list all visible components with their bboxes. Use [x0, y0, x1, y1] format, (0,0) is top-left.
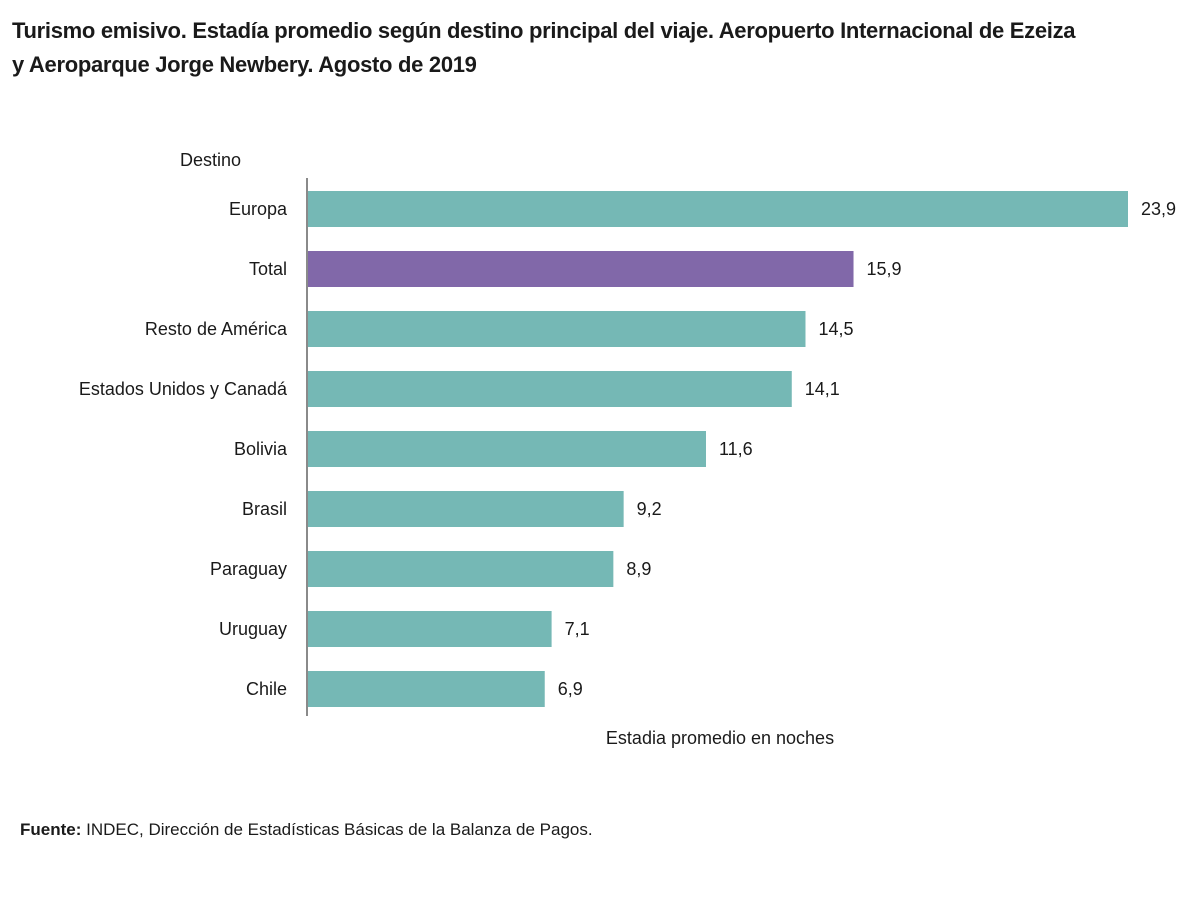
category-label-bolivia: Bolivia — [234, 439, 288, 459]
bar-brasil — [308, 491, 624, 527]
y-axis-title: Destino — [180, 150, 241, 170]
chart-title-line-2: y Aeroparque Jorge Newbery. Agosto de 20… — [12, 52, 477, 77]
value-label-resto-de-america: 14,5 — [818, 319, 853, 339]
source-note: Fuente: INDEC, Dirección de Estadísticas… — [20, 820, 593, 840]
value-label-paraguay: 8,9 — [626, 559, 651, 579]
bar-chile — [308, 671, 545, 707]
category-label-paraguay: Paraguay — [210, 559, 287, 579]
category-label-brasil: Brasil — [242, 499, 287, 519]
category-label-total: Total — [249, 259, 287, 279]
chart-title: Turismo emisivo. Estadía promedio según … — [12, 14, 1192, 82]
value-label-brasil: 9,2 — [637, 499, 662, 519]
category-label-uruguay: Uruguay — [219, 619, 287, 639]
bar-europa — [308, 191, 1128, 227]
category-label-chile: Chile — [246, 679, 287, 699]
value-label-chile: 6,9 — [558, 679, 583, 699]
bar-resto-de-america — [308, 311, 806, 347]
chart-title-line-1: Turismo emisivo. Estadía promedio según … — [12, 18, 1076, 43]
value-label-estados-unidos-y-canada: 14,1 — [805, 379, 840, 399]
bar-paraguay — [308, 551, 614, 587]
category-label-europa: Europa — [229, 199, 288, 219]
value-label-total: 15,9 — [867, 259, 902, 279]
bar-uruguay — [308, 611, 552, 647]
category-label-estados-unidos-y-canada: Estados Unidos y Canadá — [79, 379, 288, 399]
value-label-europa: 23,9 — [1141, 199, 1176, 219]
x-axis-title: Estadia promedio en noches — [606, 728, 834, 748]
category-label-resto-de-america: Resto de América — [145, 319, 288, 339]
bar-chart: Destino Europa 23,9 Total 15,9 Resto de Amér… — [79, 150, 1176, 748]
value-label-uruguay: 7,1 — [565, 619, 590, 639]
bar-bolivia — [308, 431, 706, 467]
bar-total — [308, 251, 854, 287]
bars-group: Europa 23,9 Total 15,9 Resto de América 14,5 E… — [79, 191, 1176, 707]
source-text: INDEC, Dirección de Estadísticas Básicas… — [81, 820, 593, 839]
value-label-bolivia: 11,6 — [719, 439, 753, 459]
bar-estados-unidos-y-canada — [308, 371, 792, 407]
source-label: Fuente: — [20, 820, 82, 839]
